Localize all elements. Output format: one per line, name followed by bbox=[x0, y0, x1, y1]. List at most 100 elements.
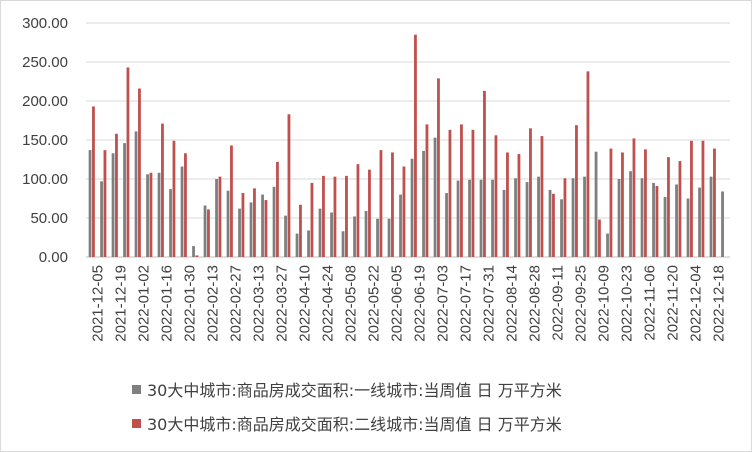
bar-series-1 bbox=[261, 194, 264, 257]
bar-series-2 bbox=[195, 255, 199, 257]
bar-series-1 bbox=[468, 179, 471, 257]
bar-series-2 bbox=[644, 149, 647, 257]
bar-series-1 bbox=[663, 196, 667, 257]
bar-series-1 bbox=[686, 198, 690, 257]
y-tick-label: 200.00 bbox=[22, 93, 68, 110]
bar-series-2 bbox=[299, 204, 302, 257]
bar-series-1 bbox=[134, 131, 138, 257]
bar-series-2 bbox=[425, 124, 429, 258]
x-tick-label: 2022-11-06 bbox=[642, 265, 659, 341]
bar-series-1 bbox=[295, 233, 299, 257]
x-tick-label: 2022-12-18 bbox=[711, 265, 728, 342]
x-tick-label: 2022-03-13 bbox=[251, 265, 268, 342]
bar-series-1 bbox=[192, 246, 195, 257]
bar-series-2 bbox=[632, 138, 636, 257]
bar-series-1 bbox=[318, 208, 322, 257]
bar-series-2 bbox=[103, 150, 107, 257]
bar-series-2 bbox=[345, 175, 348, 257]
x-tick-label: 2022-02-27 bbox=[228, 265, 245, 342]
y-tick-labels: 0.00 50.00 100.00 150.00 200.00 250.00 300.00 bbox=[22, 15, 68, 266]
x-tick-label: 2022-12-04 bbox=[688, 265, 705, 342]
bar-series-2 bbox=[287, 114, 291, 257]
bar-series-1 bbox=[525, 182, 529, 257]
bar-series-2 bbox=[517, 154, 521, 257]
bar-series-2 bbox=[356, 164, 360, 257]
bar-series-1 bbox=[307, 230, 310, 257]
x-tick-label: 2022-08-14 bbox=[504, 265, 521, 342]
bar-series-1 bbox=[399, 194, 402, 257]
x-tick-label: 2022-11-20 bbox=[665, 265, 682, 341]
bar-series-1 bbox=[514, 178, 517, 257]
x-tick-label: 2022-02-13 bbox=[205, 265, 222, 342]
bar-series-1 bbox=[617, 179, 621, 257]
legend-label-series-1: 30大中城市:商品房成交面积:一线城市:当周值 日 万平方米 bbox=[147, 381, 562, 400]
bar-series-1 bbox=[215, 179, 218, 257]
bar-series-2 bbox=[598, 219, 601, 257]
bar-series-2 bbox=[586, 71, 590, 257]
x-tick-label: 2022-06-05 bbox=[389, 265, 406, 342]
bar-series-1 bbox=[284, 215, 287, 257]
bar-series-2 bbox=[701, 140, 705, 257]
bar-series-1 bbox=[410, 158, 414, 257]
bar-series-2 bbox=[126, 67, 130, 258]
y-tick-label: 0.00 bbox=[39, 249, 68, 266]
legend-swatch-gray bbox=[132, 384, 141, 394]
bar-series-1 bbox=[123, 143, 126, 257]
bar-series-2 bbox=[310, 182, 314, 257]
y-tick-label: 100.00 bbox=[22, 171, 68, 188]
bar-series-1 bbox=[203, 205, 207, 257]
bar-series-2 bbox=[678, 161, 682, 257]
x-tick-label: 2022-05-08 bbox=[343, 265, 360, 342]
bar-series-2 bbox=[529, 128, 532, 257]
x-tick-label: 2022-07-03 bbox=[435, 265, 452, 342]
bar-series-1 bbox=[226, 190, 230, 257]
x-tick-label: 2022-03-27 bbox=[274, 265, 291, 342]
bar-series-1 bbox=[88, 150, 92, 257]
x-tick-label: 2022-04-10 bbox=[297, 265, 314, 342]
bar-series-2 bbox=[552, 193, 555, 257]
bar-series-2 bbox=[184, 153, 187, 257]
bar-series-1 bbox=[629, 171, 632, 257]
bar-series-2 bbox=[333, 176, 337, 257]
bar-series-2 bbox=[218, 176, 222, 257]
x-tick-label: 2022-01-16 bbox=[159, 265, 176, 342]
x-tick-label: 2022-01-30 bbox=[182, 265, 199, 342]
bar-series-1 bbox=[537, 176, 540, 257]
bar-series-2 bbox=[230, 145, 233, 257]
bar-series-2 bbox=[368, 169, 371, 257]
bar-series-1 bbox=[111, 153, 115, 257]
x-tick-label: 2022-04-24 bbox=[320, 265, 337, 342]
legend-label-series-2: 30大中城市:商品房成交面积:二线城市:当周值 日 万平方米 bbox=[147, 415, 562, 434]
y-tick-label: 50.00 bbox=[30, 210, 68, 227]
bar-series-1 bbox=[491, 179, 494, 257]
bar-series-1 bbox=[479, 179, 483, 257]
bar-series-1 bbox=[502, 189, 506, 257]
bar-series-1 bbox=[571, 178, 575, 257]
bar-series-2 bbox=[575, 125, 578, 258]
bar-series-1 bbox=[341, 231, 345, 257]
x-tick-label: 2022-10-23 bbox=[619, 265, 636, 342]
bar-series-1 bbox=[330, 212, 333, 257]
bar-series-1 bbox=[721, 191, 724, 257]
bar-series-1 bbox=[100, 181, 103, 257]
bar-series-2 bbox=[471, 129, 475, 257]
bars bbox=[88, 34, 724, 258]
bar-series-2 bbox=[506, 152, 509, 257]
bar-series-2 bbox=[241, 193, 245, 257]
bar-series-1 bbox=[422, 150, 425, 257]
bar-series-2 bbox=[540, 136, 544, 257]
bar-series-1 bbox=[445, 193, 448, 257]
bar-series-2 bbox=[253, 188, 256, 257]
bar-series-1 bbox=[353, 216, 356, 257]
legend-entry-series-2: 30大中城市:商品房成交面积:二线城市:当周值 日 万平方米 bbox=[132, 411, 732, 435]
x-tick-label: 2022-07-17 bbox=[458, 265, 475, 342]
bar-series-2 bbox=[379, 150, 383, 257]
bar-series-1 bbox=[364, 210, 368, 257]
bar-series-1 bbox=[272, 186, 276, 257]
legend-swatch-red bbox=[132, 418, 141, 428]
bar-series-1 bbox=[709, 176, 713, 257]
bar-series-1 bbox=[652, 182, 655, 257]
bar-series-1 bbox=[249, 202, 253, 257]
bar-series-2 bbox=[609, 148, 613, 257]
